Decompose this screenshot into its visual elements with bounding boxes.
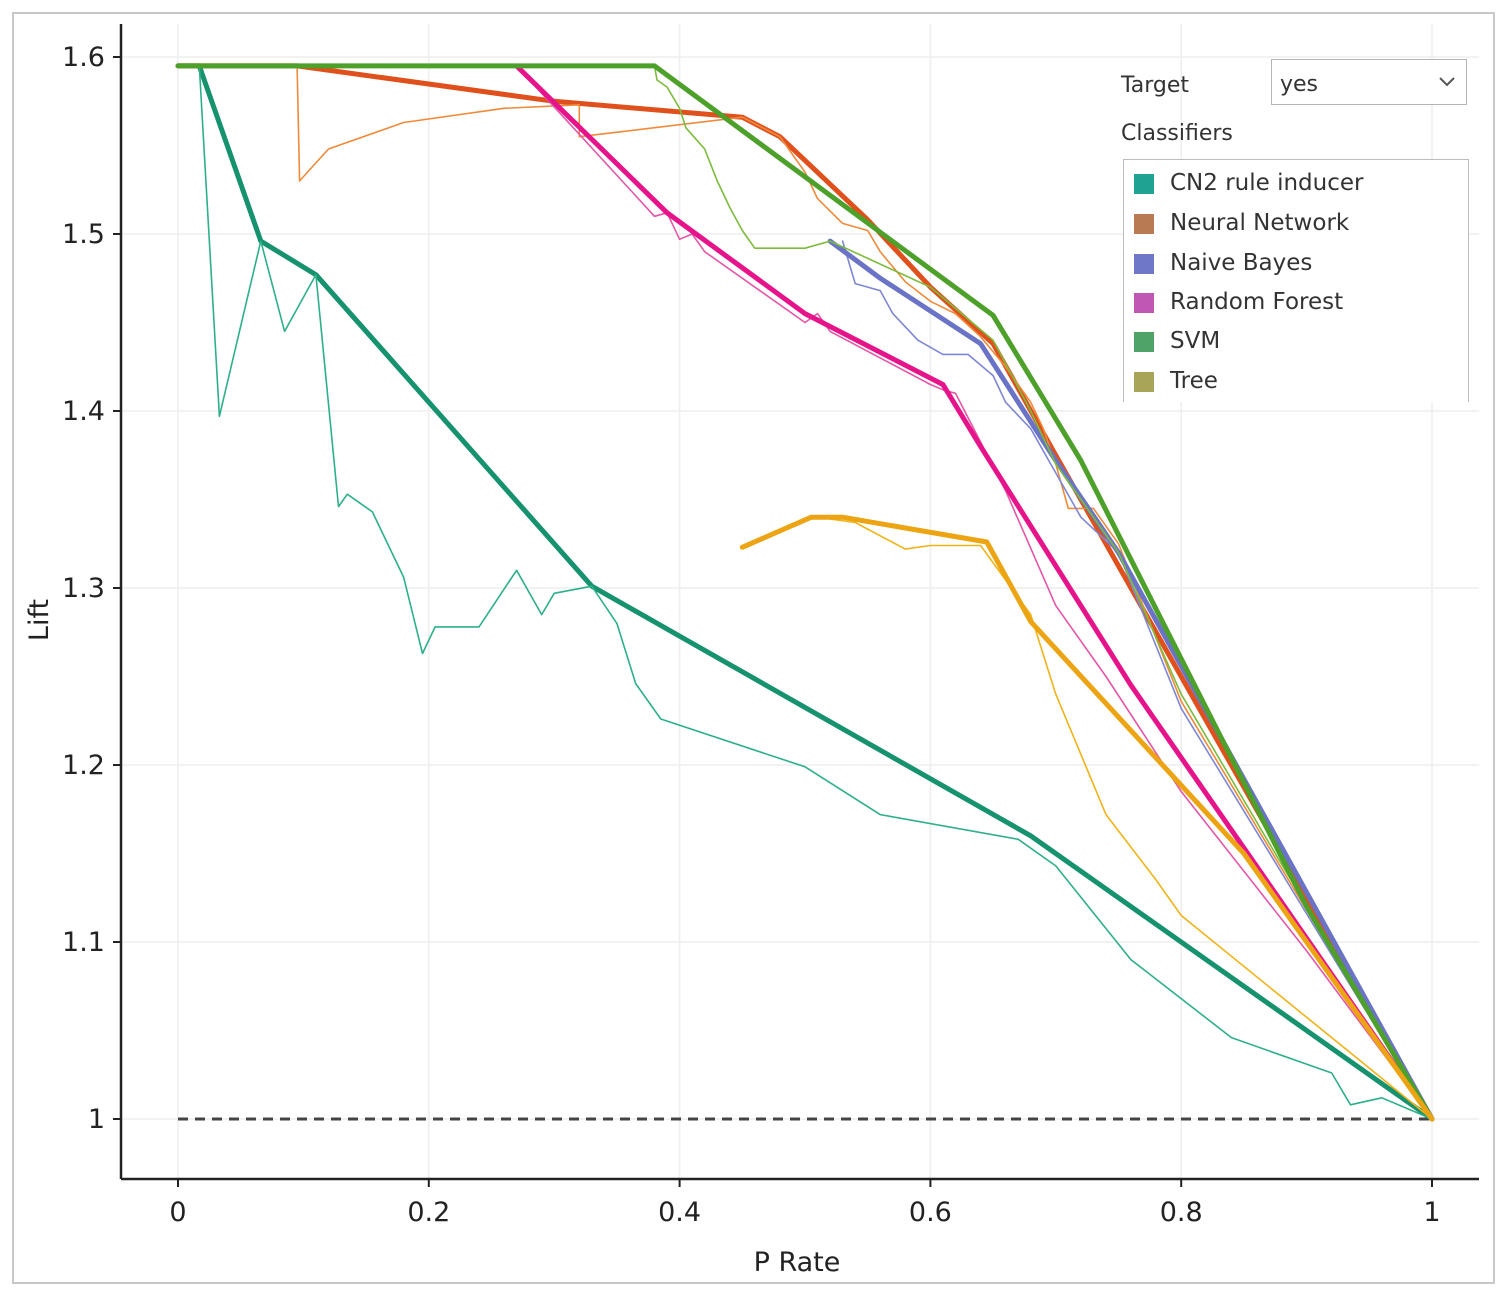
series-line <box>739 514 1435 1122</box>
legend-swatch <box>1134 174 1154 194</box>
y-axis-label: Lift <box>24 599 55 641</box>
x-tick-label: 0.8 <box>1160 1197 1203 1228</box>
series-line <box>653 65 1433 1120</box>
series-lines <box>175 63 1435 1122</box>
x-tick-label: 0.2 <box>407 1197 450 1228</box>
legend-label: Random Forest <box>1170 289 1344 315</box>
legend-swatch <box>1134 293 1154 313</box>
x-tick-label: 0.6 <box>909 1197 952 1228</box>
y-tick-label: 1 <box>88 1104 105 1135</box>
target-value: yes <box>1280 72 1319 97</box>
series-line <box>514 63 1435 1122</box>
legend-swatch <box>1134 332 1154 352</box>
series-line <box>515 65 1433 1120</box>
axes: 0 0.2 0.4 0.6 0.8 1 1 1.1 1.2 1.3 1.4 1.5 1.6 <box>62 24 1479 1228</box>
y-tick-label: 1.4 <box>62 396 105 427</box>
target-label: Target <box>1121 73 1190 98</box>
y-tick-label: 1.1 <box>62 927 105 958</box>
classifiers-label: Classifiers <box>1121 121 1233 146</box>
series-line <box>198 65 1433 1120</box>
legend-label: Neural Network <box>1170 210 1350 236</box>
x-axis-label: P Rate <box>754 1247 841 1278</box>
legend-swatch <box>1134 372 1154 392</box>
legend-label: SVM <box>1170 328 1221 354</box>
lift-curve-panel: 0 0.2 0.4 0.6 0.8 1 1 1.1 1.2 1.3 1.4 1.5 1.6 P Rate… <box>12 12 1495 1284</box>
series-line <box>827 238 1435 1122</box>
legend-label: Tree <box>1170 368 1218 394</box>
target-select[interactable]: yes <box>1271 59 1467 105</box>
x-tick-label: 0.4 <box>658 1197 701 1228</box>
legend-swatch <box>1134 214 1154 234</box>
series-line <box>841 240 1433 1120</box>
legend-label: Naive Bayes <box>1170 250 1313 276</box>
series-line <box>296 65 1433 1120</box>
legend-label: CN2 rule inducer <box>1170 170 1364 196</box>
series-line <box>175 63 1435 1122</box>
y-tick-label: 1.5 <box>62 219 105 250</box>
y-tick-label: 1.3 <box>62 573 105 604</box>
series-line <box>816 516 1433 1120</box>
y-tick-label: 1.2 <box>62 750 105 781</box>
classifiers-list[interactable]: CN2 rule inducer Neural Network Naive Ba… <box>1123 159 1469 402</box>
x-tick-label: 1 <box>1423 1197 1440 1228</box>
chevron-down-icon <box>1436 70 1458 96</box>
y-tick-label: 1.6 <box>62 42 105 73</box>
legend-swatch <box>1134 254 1154 274</box>
x-tick-label: 0 <box>169 1197 186 1228</box>
